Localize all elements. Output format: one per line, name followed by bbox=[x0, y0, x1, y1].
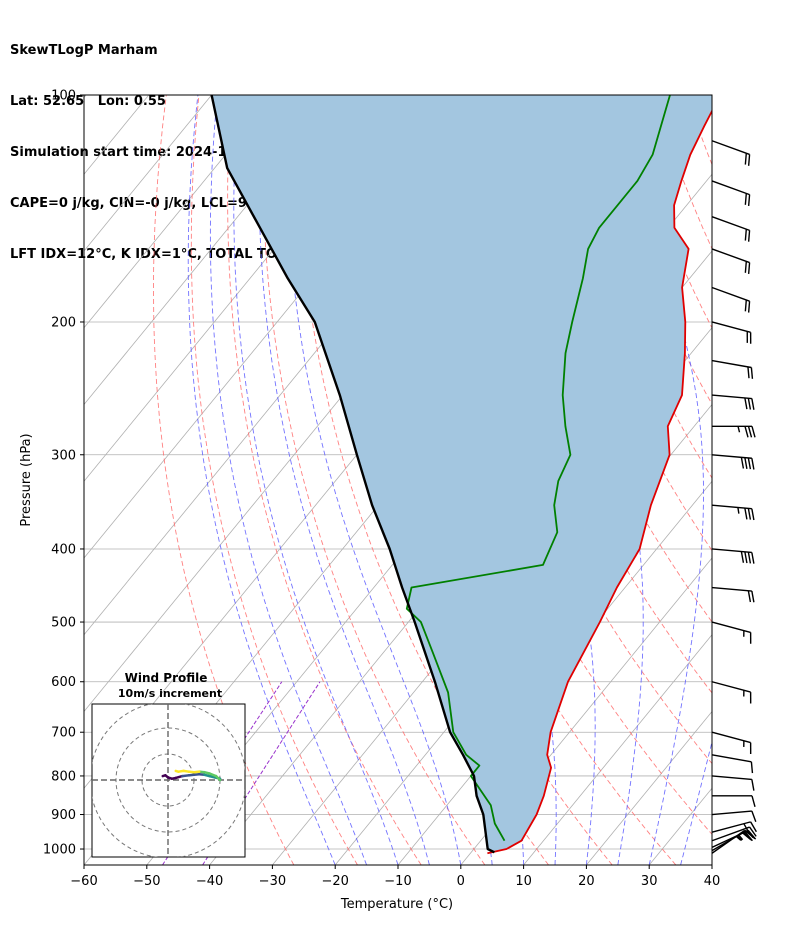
moist-adiabat bbox=[286, 95, 462, 865]
wind-barb bbox=[711, 394, 755, 410]
x-tick-label: 30 bbox=[641, 874, 658, 889]
x-axis-label: Temperature (°C) bbox=[340, 897, 453, 912]
dry-adiabat bbox=[393, 95, 712, 835]
wind-barb bbox=[711, 454, 755, 470]
isotherm bbox=[84, 95, 87, 99]
isotherm bbox=[460, 557, 712, 865]
y-tick-label: 200 bbox=[51, 315, 76, 330]
temperature-line bbox=[487, 109, 712, 855]
wind-barbs bbox=[711, 140, 757, 854]
moist-adiabat bbox=[209, 95, 368, 865]
dry-adiabat bbox=[784, 95, 794, 865]
y-tick-label: 700 bbox=[51, 726, 76, 741]
y-tick-label: 500 bbox=[51, 616, 76, 631]
y-tick-label: 600 bbox=[51, 675, 76, 690]
y-tick-label: 800 bbox=[51, 769, 76, 784]
isotherm bbox=[84, 95, 275, 329]
isotherm bbox=[84, 95, 338, 406]
isotherm bbox=[523, 634, 712, 865]
x-tick-label: 10 bbox=[515, 874, 532, 889]
wind-barb bbox=[711, 731, 752, 754]
wind-barb bbox=[711, 775, 755, 791]
y-tick-label: 100 bbox=[51, 89, 76, 104]
moist-adiabat bbox=[258, 95, 430, 865]
y-tick-label: 300 bbox=[51, 448, 76, 463]
dry-adiabat bbox=[653, 95, 712, 250]
profile-lines bbox=[210, 95, 712, 855]
wind-barb bbox=[711, 681, 752, 704]
x-tick-label: 40 bbox=[704, 874, 721, 889]
x-tick-label: −10 bbox=[384, 874, 411, 889]
wind-barb bbox=[711, 754, 754, 774]
hodograph-subtitle: 10m/s increment bbox=[118, 687, 222, 700]
hodograph-inset: Wind Profile 10m/s increment bbox=[91, 671, 246, 858]
hodograph-plot bbox=[92, 704, 245, 857]
y-tick-label: 1000 bbox=[43, 843, 76, 858]
wind-barb bbox=[711, 359, 754, 379]
y-axis-ticks: 1000 900 800 700 600 500 400 300 200 100 bbox=[43, 89, 84, 858]
dry-adiabat bbox=[190, 95, 358, 865]
y-tick-label: 400 bbox=[51, 542, 76, 557]
isotherm bbox=[711, 864, 712, 865]
wind-barb bbox=[712, 795, 756, 807]
isotherm bbox=[586, 710, 712, 865]
dry-adiabat bbox=[752, 95, 794, 865]
wind-barb bbox=[711, 180, 751, 207]
location-line: Lat: 52.65 Lon: 0.55 bbox=[10, 94, 166, 109]
wind-barb bbox=[711, 321, 752, 344]
wind-barb bbox=[711, 286, 751, 313]
dry-adiabat bbox=[262, 95, 486, 865]
isotherm bbox=[84, 95, 212, 252]
wind-barb bbox=[711, 216, 751, 242]
x-tick-label: −20 bbox=[321, 874, 348, 889]
x-tick-label: −40 bbox=[196, 874, 223, 889]
wind-barb bbox=[711, 821, 757, 833]
wind-barb bbox=[711, 248, 751, 275]
x-tick-label: 20 bbox=[578, 874, 595, 889]
wind-barb bbox=[711, 621, 752, 644]
wind-barb bbox=[711, 504, 755, 521]
cape-cin-shading bbox=[211, 95, 712, 851]
dry-adiabat bbox=[686, 95, 712, 166]
y-tick-label: 900 bbox=[51, 808, 76, 823]
x-axis-ticks: −60 −50 −40 −30 −20 −10 0 10 20 30 40 bbox=[70, 865, 720, 889]
moist-adiabat bbox=[187, 95, 336, 865]
wind-barb bbox=[711, 826, 757, 842]
moist-adiabat bbox=[233, 95, 399, 865]
wind-barb bbox=[711, 140, 751, 166]
x-tick-label: −50 bbox=[133, 874, 160, 889]
dry-adiabat bbox=[153, 95, 295, 865]
x-tick-label: 0 bbox=[457, 874, 465, 889]
hodograph-segment bbox=[174, 769, 180, 773]
dewpoint-line bbox=[405, 95, 671, 842]
parcel-path-line bbox=[210, 95, 495, 854]
y-axis-label: Pressure (hPa) bbox=[19, 433, 34, 526]
moist-adiabat bbox=[711, 863, 712, 865]
x-tick-label: −30 bbox=[259, 874, 286, 889]
wind-barb bbox=[712, 425, 756, 438]
wind-barb bbox=[711, 586, 755, 603]
moist-adiabat bbox=[613, 95, 704, 865]
mixing-ratio-line bbox=[202, 681, 321, 865]
chart-title: SkewTLogP Marham bbox=[10, 43, 158, 58]
instability-shading bbox=[211, 95, 712, 851]
wind-barb bbox=[711, 548, 755, 564]
hodograph-title: Wind Profile bbox=[125, 671, 208, 685]
x-tick-label: −60 bbox=[70, 874, 97, 889]
dry-adiabat bbox=[719, 95, 794, 865]
wind-barb bbox=[711, 810, 757, 822]
